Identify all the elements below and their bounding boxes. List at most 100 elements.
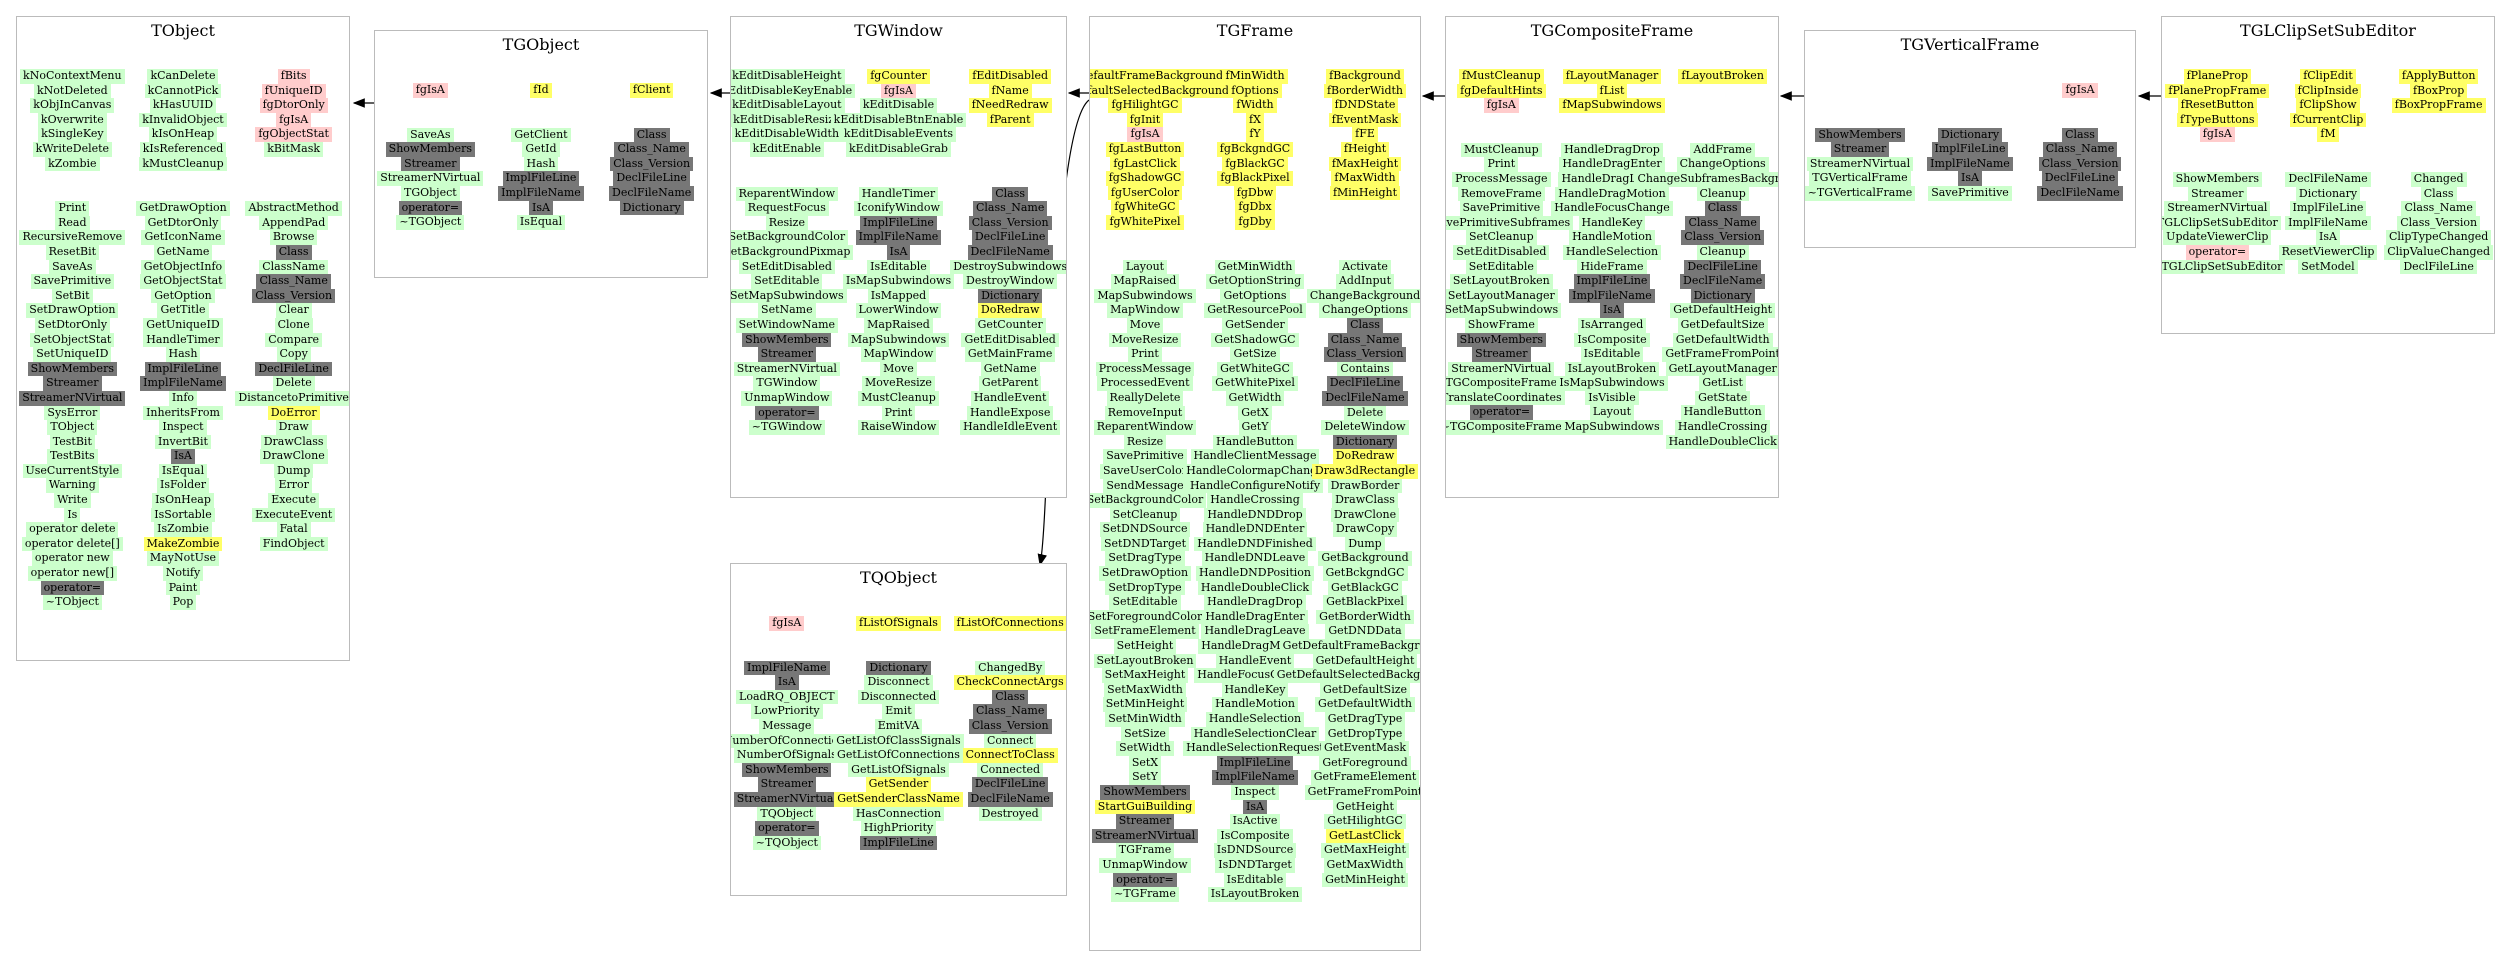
method-disconnected: Disconnected xyxy=(857,689,940,705)
method-tgverticalframe: ~TGVerticalFrame xyxy=(1805,185,1916,201)
method-getshadowgc: GetShadowGC xyxy=(1211,332,1299,348)
member-fgdbw: fgDbw xyxy=(1233,185,1277,201)
member-knotdeleted: kNotDeleted xyxy=(33,83,111,99)
method-setdtoronly: SetDtorOnly xyxy=(34,317,111,333)
method-getwhitepixel: GetWhitePixel xyxy=(1212,376,1298,391)
class-box-tgobject: TGObject fgIsA fId fClient SaveAs ShowMembers… xyxy=(374,30,708,278)
method-class: Class xyxy=(2062,127,2098,143)
method-hideframe: HideFrame xyxy=(1577,259,1647,275)
method-removeinput: RemoveInput xyxy=(1104,405,1186,421)
method-message: Message xyxy=(759,718,815,734)
member-kisreferenced: kIsReferenced xyxy=(139,141,227,157)
method-setuniqueid: SetUniqueID xyxy=(33,347,112,362)
method-operator-new: operator new xyxy=(31,551,113,567)
member-fgdbx: fgDbx xyxy=(1235,200,1275,215)
method-tqobject: TQObject xyxy=(757,806,817,822)
member-fclient: fClient xyxy=(629,83,674,98)
members-column: fPlaneProp fPlanePropFrame fResetButton fTy… xyxy=(2162,69,2273,142)
method-setcleanup: SetCleanup xyxy=(1109,507,1181,523)
method-emitva: EmitVA xyxy=(874,718,923,734)
methods-column: Print Read RecursiveRemove ResetBit SaveAs Sa… xyxy=(17,201,128,610)
method-getoption: GetOption xyxy=(151,288,215,304)
method-operator: operator= xyxy=(1113,872,1177,888)
method-isa: IsA xyxy=(1600,303,1624,318)
method-dictionary: Dictionary xyxy=(866,660,931,676)
method-gettitle: GetTitle xyxy=(157,303,209,318)
method-getlistofclasssignals: GetListOfClassSignals xyxy=(833,733,964,749)
method-destroyed: Destroyed xyxy=(978,806,1042,822)
method-operator: operator= xyxy=(40,580,105,596)
member-fneedredraw: fNeedRedraw xyxy=(968,98,1052,113)
member-keditdisablelayout: kEditDisableLayout xyxy=(731,98,845,113)
method-clipvaluechanged: ClipValueChanged xyxy=(2384,244,2494,260)
method-layout: Layout xyxy=(1589,405,1635,421)
method-hash: Hash xyxy=(165,347,201,362)
method-handledragleave: HandleDragLeave xyxy=(1201,624,1309,640)
method-reallydelete: ReallyDelete xyxy=(1106,390,1184,406)
method-showmembers: ShowMembers xyxy=(385,142,475,157)
method-changedby: ChangedBy xyxy=(975,660,1046,676)
method-saveprimitive: SavePrimitive xyxy=(1928,185,2012,201)
method-drawclass: DrawClass xyxy=(1332,493,1398,508)
methods-column: ShowMembers Streamer StreamerNVirtual TGVer… xyxy=(1805,127,1916,201)
class-title: TObject xyxy=(151,21,215,40)
method-setframeelement: SetFrameElement xyxy=(1091,624,1199,640)
member-kwritedelete: kWriteDelete xyxy=(32,141,113,157)
method-print: Print xyxy=(1484,157,1519,172)
method-setobjectstat: SetObjectStat xyxy=(30,332,115,348)
method-startguibuilding: StartGuiBuilding xyxy=(1094,799,1196,815)
method-tglclipsetsubeditor: TGLClipSetSubEditor xyxy=(2162,215,2281,231)
method-handlecrossing: HandleCrossing xyxy=(1674,420,1771,435)
method-notify: Notify xyxy=(162,566,204,581)
method-class: Class xyxy=(992,689,1029,705)
method-isdndsource: IsDNDSource xyxy=(1213,843,1297,858)
method-isactive: IsActive xyxy=(1229,814,1281,829)
member-fplanepropframe: fPlanePropFrame xyxy=(2165,83,2270,99)
method-print: Print xyxy=(881,405,916,421)
member-fgblackgc: fgBlackGC xyxy=(1222,156,1288,172)
method-move: Move xyxy=(1126,317,1164,333)
method-getmaxwidth: GetMaxWidth xyxy=(1323,857,1407,873)
method-getdefaultwidth: GetDefaultWidth xyxy=(1315,697,1415,712)
method-doerror: DoError xyxy=(267,405,320,421)
method-findobject: FindObject xyxy=(259,536,328,552)
method-tgwindow: ~TGWindow xyxy=(748,420,825,435)
method-isa: IsA xyxy=(1958,171,1982,186)
method-updateviewerclip: UpdateViewerClip xyxy=(2163,230,2272,245)
method-copy: Copy xyxy=(276,347,311,362)
member-fgisa: fgIsA xyxy=(1483,98,1519,113)
member-fplaneprop: fPlaneProp xyxy=(2183,69,2252,84)
method-handledoubleclick: HandleDoubleClick xyxy=(1665,434,1778,450)
methods-column: Class Class_Name Class_Version DeclFileLine… xyxy=(2025,127,2135,201)
member-fgblackpixel: fgBlackPixel xyxy=(1217,171,1293,186)
method-mapsubwindows: MapSubwindows xyxy=(1094,288,1196,304)
method-tgcompositeframe: TGCompositeFrame xyxy=(1446,376,1561,391)
method-doredraw: DoRedraw xyxy=(1332,449,1398,464)
method-tgwindow: TGWindow xyxy=(753,376,821,391)
method-setdragtype: SetDragType xyxy=(1105,551,1185,567)
method-implfilename: ImplFileName xyxy=(498,185,584,201)
method-drawclone: DrawClone xyxy=(1330,507,1400,523)
method-getforeground: GetForeground xyxy=(1319,755,1411,771)
class-box-tglclipsetsubeditor: TGLClipSetSubEditor fPlaneProp fPlanePropF… xyxy=(2161,16,2495,334)
method-saveprimitive: SavePrimitive xyxy=(1103,449,1187,464)
method-saveprimitivesubframes: SavePrimitiveSubframes xyxy=(1446,215,1574,231)
method-handleevent: HandleEvent xyxy=(1215,653,1295,669)
method-getid: GetId xyxy=(522,142,560,157)
method-getsender: GetSender xyxy=(865,777,932,792)
member-keditdisableheight: kEditDisableHeight xyxy=(731,69,845,84)
method-dictionary: Dictionary xyxy=(1332,434,1398,450)
method-class-version: Class_Version xyxy=(2397,215,2481,231)
methods-column: Layout MapRaised MapSubwindows MapWindow Mov… xyxy=(1090,259,1207,902)
members-column: fEditDisabled fName fNeedRedraw fParent xyxy=(954,69,1066,128)
method-getdnddata: GetDNDData xyxy=(1325,624,1405,640)
method-lowpriority: LowPriority xyxy=(751,704,823,719)
method-declfileline: DeclFileLine xyxy=(255,361,332,377)
member-kmustcleanup: kMustCleanup xyxy=(139,156,227,172)
method-isa: IsA xyxy=(2316,230,2340,245)
method-isdndtarget: IsDNDTarget xyxy=(1215,857,1295,873)
members-column: fBackground fBorderWidth fDNDState fEventMa… xyxy=(1310,69,1420,201)
method-isa: IsA xyxy=(774,675,799,690)
methods-column: GetMinWidth GetOptionString GetOptions GetR… xyxy=(1183,259,1327,902)
method-getresourcepool: GetResourcePool xyxy=(1204,303,1306,318)
